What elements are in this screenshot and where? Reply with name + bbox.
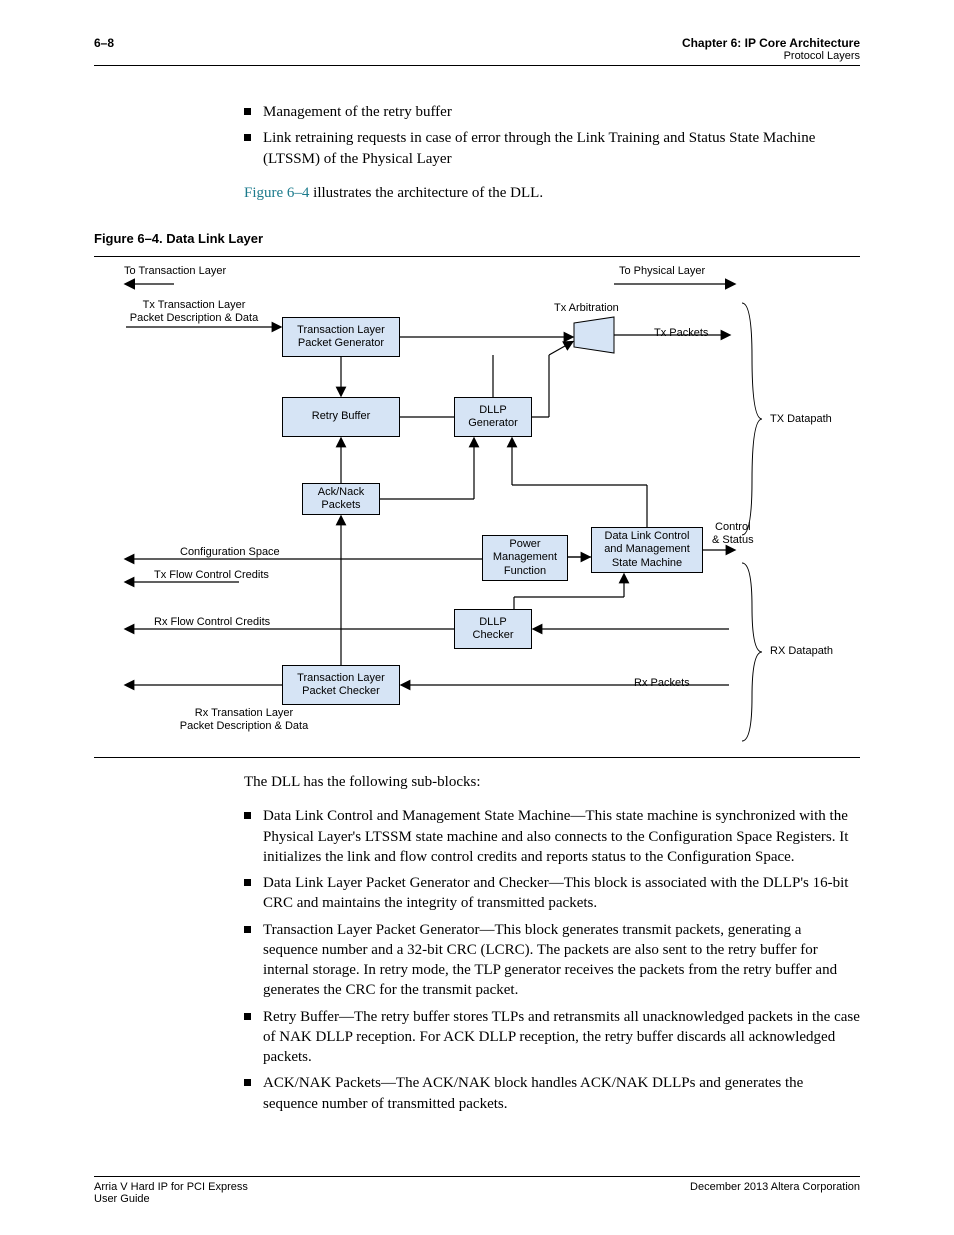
bullet-text: Data Link Layer Packet Generator and Che…: [263, 873, 860, 914]
diagram-label: TX Datapath: [770, 413, 832, 426]
diagram-label: Rx Transation Layer Packet Description &…: [164, 707, 324, 732]
footer-doc-title: Arria V Hard IP for PCI Express: [94, 1181, 248, 1193]
diagram-label: RX Datapath: [770, 645, 833, 658]
bullet-icon: [244, 812, 251, 819]
bullet-icon: [244, 1013, 251, 1020]
diagram-label: Tx Packets: [654, 327, 708, 340]
diagram-label: Tx Flow Control Credits: [154, 569, 269, 582]
paragraph: The DLL has the following sub-blocks:: [244, 772, 860, 792]
list-item: Transaction Layer Packet Generator—This …: [244, 920, 860, 1001]
footer-doc-subtitle: User Guide: [94, 1193, 248, 1205]
list-item: Retry Buffer—The retry buffer stores TLP…: [244, 1007, 860, 1068]
diagram-box-ack_nack: Ack/Nack Packets: [302, 483, 380, 515]
page-footer: Arria V Hard IP for PCI Express User Gui…: [94, 1176, 860, 1205]
bullet-icon: [244, 1079, 251, 1086]
diagram-box-dlcsm: Data Link Control and Management State M…: [591, 527, 703, 573]
paragraph: Figure 6–4 illustrates the architecture …: [244, 183, 860, 203]
bullet-icon: [244, 879, 251, 886]
diagram-label: Control & Status: [712, 521, 754, 546]
list-item: Link retraining requests in case of erro…: [244, 128, 860, 169]
diagram-box-dllp_chk: DLLP Checker: [454, 609, 532, 649]
diagram-label: Rx Flow Control Credits: [154, 616, 270, 629]
header-rule: [94, 65, 860, 66]
bullet-text: Data Link Control and Management State M…: [263, 806, 860, 867]
diagram-box-power: Power Management Function: [482, 535, 568, 581]
figure-diagram: To Transaction Layer To Physical Layer T…: [94, 256, 860, 758]
bullet-text: ACK/NAK Packets—The ACK/NAK block handle…: [263, 1073, 860, 1114]
figure-caption: Figure 6–4. Data Link Layer: [94, 231, 860, 246]
diagram-box-tlpc: Transaction Layer Packet Checker: [282, 665, 400, 705]
diagram-box-tlpg: Transaction Layer Packet Generator: [282, 317, 400, 357]
diagram-box-retry: Retry Buffer: [282, 397, 400, 437]
bullet-icon: [244, 108, 251, 115]
page-header: 6–8 Chapter 6: IP Core Architecture Prot…: [94, 36, 860, 62]
bullet-text: Transaction Layer Packet Generator—This …: [263, 920, 860, 1001]
page-number: 6–8: [94, 36, 114, 62]
bullet-icon: [244, 134, 251, 141]
list-item: Management of the retry buffer: [244, 102, 860, 122]
bullet-text: Retry Buffer—The retry buffer stores TLP…: [263, 1007, 860, 1068]
diagram-label: Rx Packets: [634, 677, 690, 690]
section-title: Protocol Layers: [682, 50, 860, 62]
figure-reference: Figure 6–4: [244, 185, 309, 201]
diagram-label: Configuration Space: [180, 546, 280, 559]
list-item: ACK/NAK Packets—The ACK/NAK block handle…: [244, 1073, 860, 1114]
paragraph-text: illustrates the architecture of the DLL.: [309, 185, 543, 201]
diagram-label: To Physical Layer: [619, 265, 705, 278]
diagram-label: To Transaction Layer: [124, 265, 226, 278]
list-item: Data Link Control and Management State M…: [244, 806, 860, 867]
chapter-title: Chapter 6: IP Core Architecture: [682, 36, 860, 50]
diagram-label: Tx Arbitration: [554, 302, 619, 315]
bullet-text: Link retraining requests in case of erro…: [263, 128, 860, 169]
diagram-box-dllp_gen: DLLP Generator: [454, 397, 532, 437]
list-item: Data Link Layer Packet Generator and Che…: [244, 873, 860, 914]
bullet-text: Management of the retry buffer: [263, 102, 452, 122]
footer-date: December 2013 Altera Corporation: [690, 1181, 860, 1205]
bullet-icon: [244, 926, 251, 933]
diagram-svg: [94, 257, 860, 757]
diagram-label: Tx Transaction Layer Packet Description …: [114, 299, 274, 324]
